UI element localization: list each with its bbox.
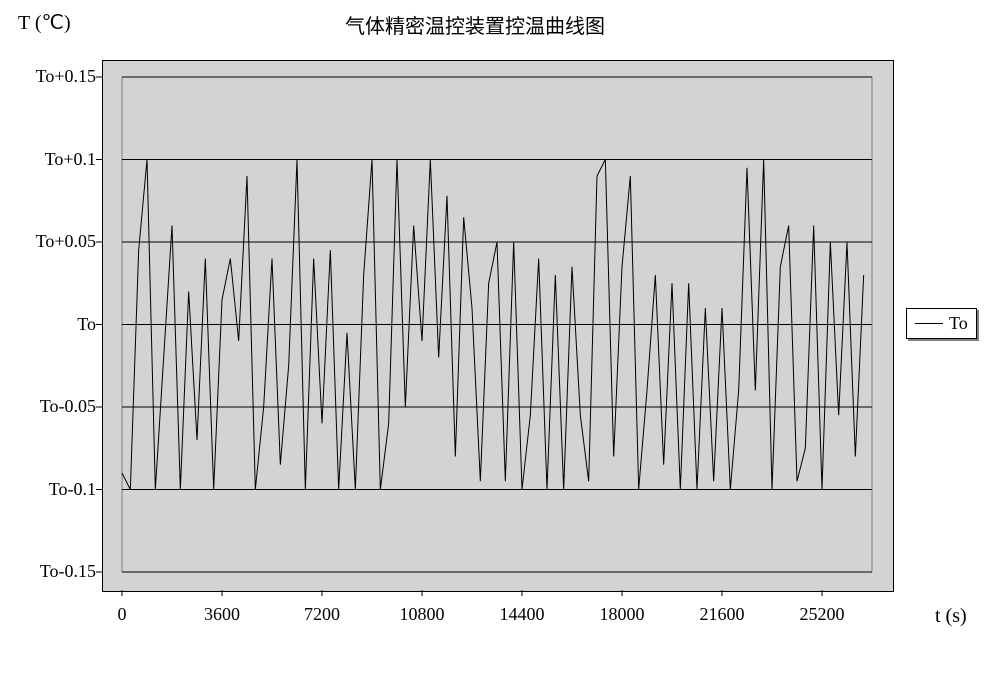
legend-label: To — [949, 313, 968, 334]
chart-container: T (℃) 气体精密温控装置控温曲线图 t (s) To+0.15To+0.1T… — [0, 0, 1000, 679]
legend-box: To — [906, 308, 977, 339]
plot-svg — [0, 0, 1000, 679]
legend-line-sample — [915, 323, 943, 324]
